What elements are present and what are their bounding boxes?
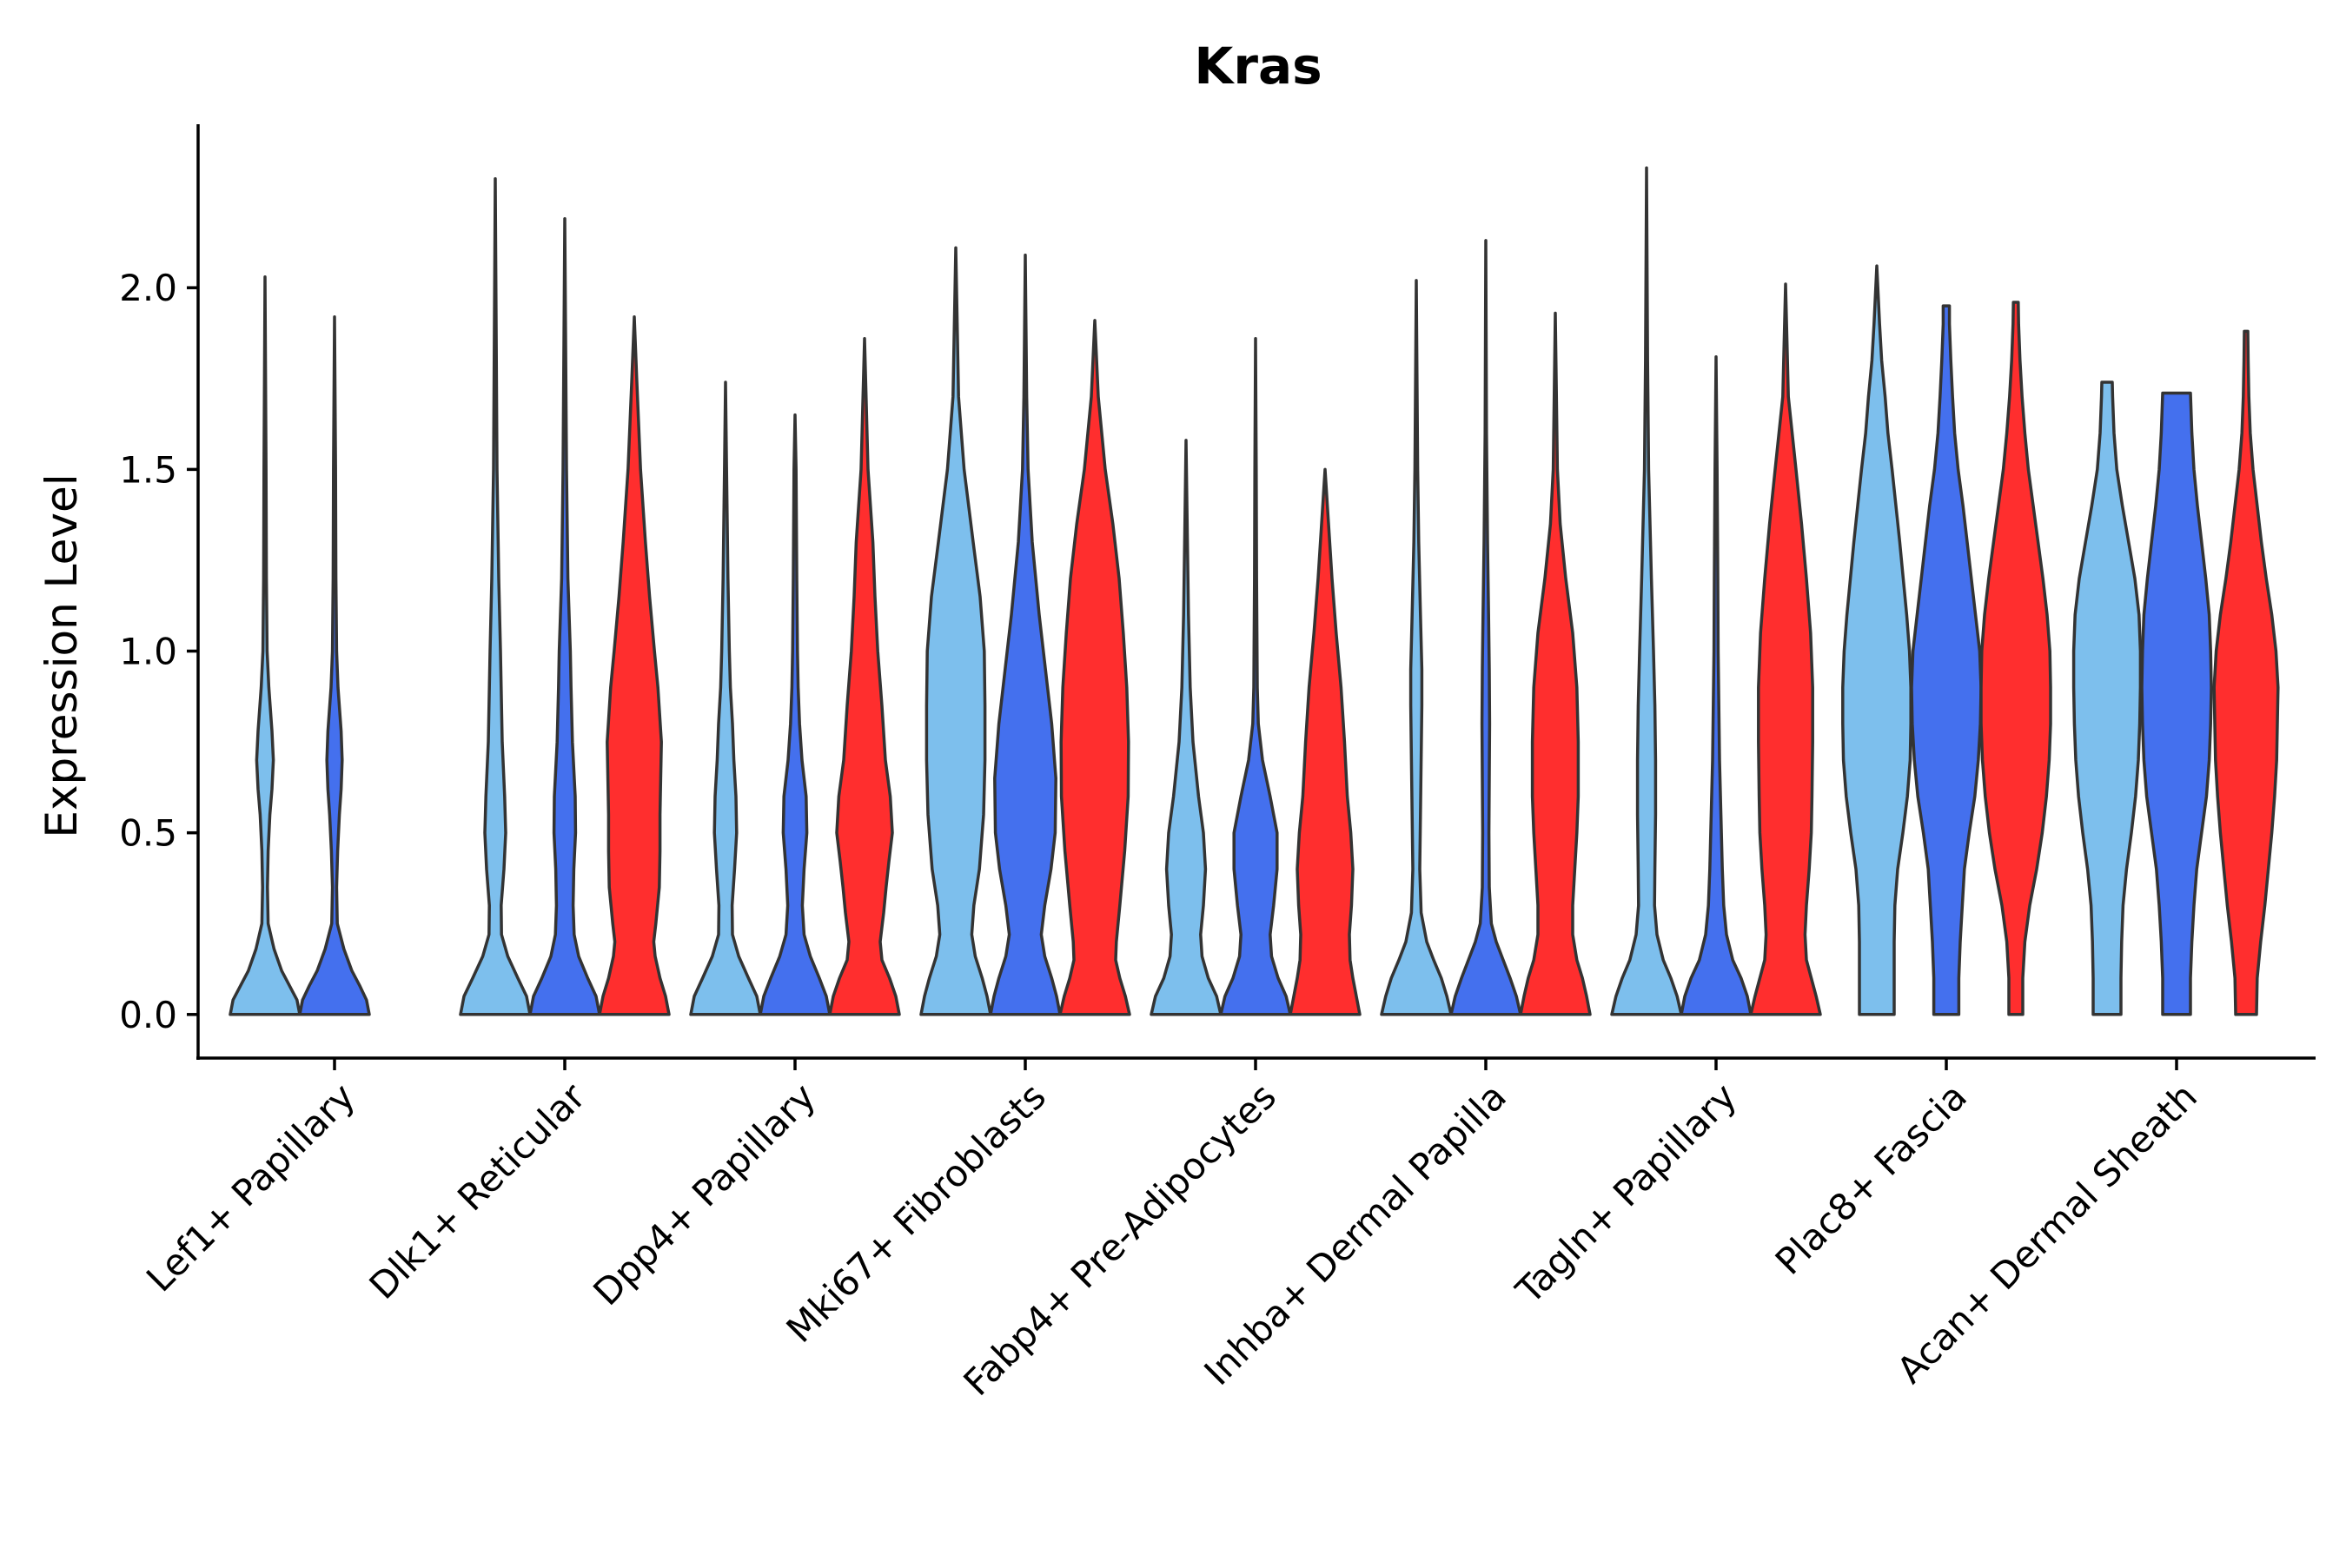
x-tick-label: Dlk1+ Reticular	[361, 1075, 594, 1307]
violin-plac8-fascia-group-2	[1910, 304, 1983, 1016]
y-axis-label: Expression Level	[36, 473, 87, 837]
violin-fabp4-pre-adipocytes-group-2	[1219, 337, 1292, 1016]
violin-plac8-fascia-group-1	[1841, 264, 1912, 1016]
violin-acan-dermal-sheath-group-2	[2140, 391, 2213, 1016]
violin-lef1-papillary-group-1	[229, 275, 302, 1016]
violin-plac8-fascia-group-3	[1979, 301, 2052, 1016]
violin-inhba-dermal-papilla-group-3	[1519, 311, 1592, 1016]
violin-acan-dermal-sheath-group-1	[2071, 380, 2143, 1016]
y-tick-label: 1.5	[119, 448, 177, 491]
y-tick-label: 1.0	[119, 631, 177, 673]
y-tick-label: 2.0	[119, 267, 177, 309]
violin-dlk1-reticular-group-1	[459, 176, 532, 1016]
violin-group	[229, 166, 2280, 1016]
chart-title: Kras	[1194, 36, 1322, 96]
violin-mki67-fibroblasts-group-2	[989, 253, 1062, 1016]
violin-mki67-fibroblasts-group-3	[1058, 319, 1131, 1016]
x-tick-label: Mki67+ Fibroblasts	[779, 1075, 1054, 1350]
violin-tagln-papillary-group-2	[1680, 354, 1753, 1016]
x-tick-label: Tagln+ Papillary	[1508, 1075, 1745, 1312]
x-tick-label: Plac8+ Fascia	[1767, 1075, 1975, 1282]
violin-dpp4-papillary-group-3	[828, 337, 901, 1016]
x-tick-label: Dpp4+ Papillary	[585, 1075, 824, 1313]
y-tick-label: 0.0	[119, 994, 177, 1036]
violin-mki67-fibroblasts-group-1	[919, 246, 992, 1016]
violin-fabp4-pre-adipocytes-group-3	[1289, 467, 1362, 1016]
violin-dpp4-papillary-group-2	[759, 413, 832, 1016]
violin-fabp4-pre-adipocytes-group-1	[1150, 439, 1223, 1016]
y-tick-label: 0.5	[119, 812, 177, 855]
x-tick-label: Lef1+ Papillary	[138, 1075, 363, 1300]
violin-tagln-papillary-group-1	[1610, 166, 1683, 1016]
violin-acan-dermal-sheath-group-3	[2212, 329, 2280, 1016]
violin-inhba-dermal-papilla-group-2	[1449, 239, 1522, 1016]
violin-dlk1-reticular-group-3	[598, 314, 671, 1016]
violin-inhba-dermal-papilla-group-1	[1380, 279, 1453, 1016]
y-ticks: 0.0 0.5 1.0 1.5 2.0	[119, 267, 198, 1036]
violin-lef1-papillary-group-2	[298, 314, 371, 1016]
violin-dpp4-papillary-group-1	[689, 380, 762, 1016]
violin-tagln-papillary-group-3	[1749, 282, 1822, 1016]
violin-dlk1-reticular-group-2	[528, 217, 601, 1016]
